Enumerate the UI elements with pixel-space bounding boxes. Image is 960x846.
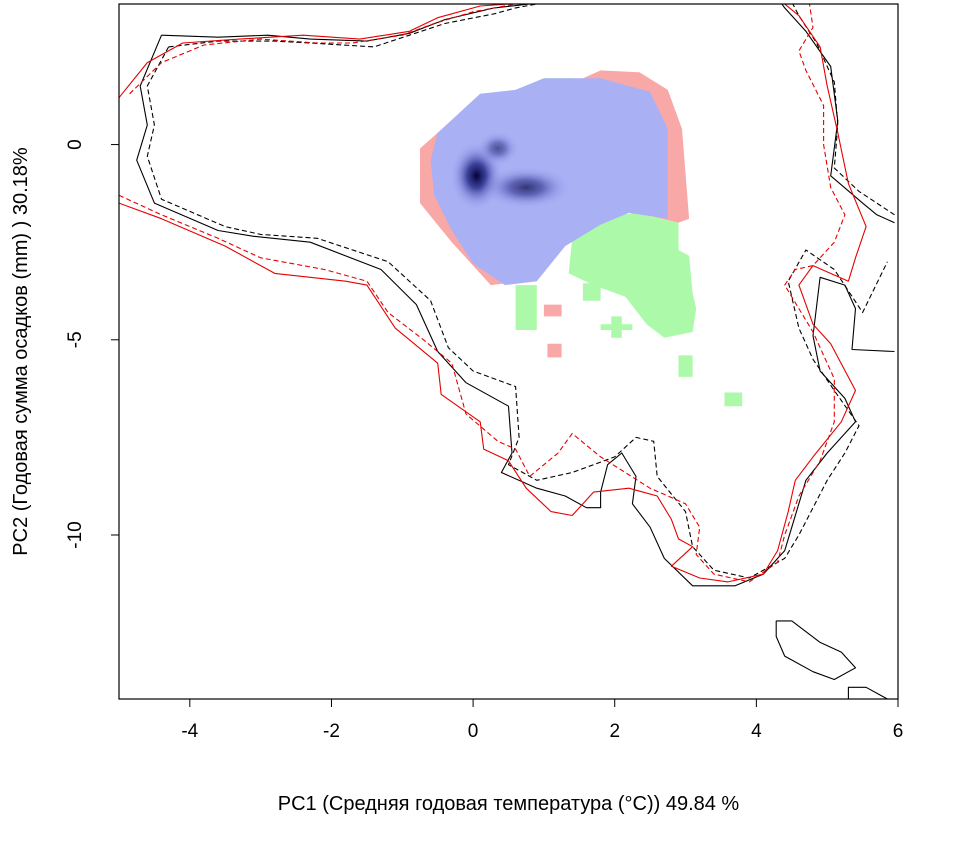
y-tick-label: -5 <box>65 331 86 348</box>
x-tick-label: 6 <box>893 721 904 742</box>
contour-layer <box>119 4 895 699</box>
y-tick-label: 0 <box>65 139 86 150</box>
x-tick-label: -4 <box>181 721 198 742</box>
y-tick-label: -10 <box>65 521 86 548</box>
x-axis-title: PC1 (Средняя годовая температура (°C)) 4… <box>278 793 740 815</box>
expansion-region <box>600 316 633 338</box>
black-dashed-contour <box>168 4 537 48</box>
x-tick-label: 0 <box>468 721 479 742</box>
red-solid-contour <box>119 4 509 99</box>
unfilling-region <box>547 343 562 358</box>
density-layer <box>449 130 573 211</box>
x-tick-label: -2 <box>323 721 340 742</box>
density-peak <box>476 130 520 167</box>
y-axis: 0 -5 -10 <box>65 139 119 549</box>
black-solid-contour <box>161 4 530 42</box>
red-dashed-contour <box>129 4 516 95</box>
black-solid-contour <box>847 686 888 699</box>
plot-frame <box>118 3 899 700</box>
x-tick-label: 2 <box>609 721 620 742</box>
red-solid-contour <box>119 4 867 583</box>
x-axis: -4 -2 0 2 4 6 <box>181 699 903 742</box>
expansion-region <box>678 355 693 377</box>
expansion-region <box>568 212 697 338</box>
expansion-region <box>515 285 537 330</box>
black-dashed-contour <box>792 4 895 216</box>
red-dashed-contour <box>119 4 846 583</box>
x-tick-label: 4 <box>751 721 762 742</box>
expansion-region <box>582 283 601 301</box>
density-peak <box>480 166 573 209</box>
y-axis-title: PC2 (Годовая сумма осадков (mm) ) 30.18% <box>10 147 32 556</box>
expansion-region <box>724 392 743 407</box>
black-dashed-contour <box>146 46 888 579</box>
black-solid-contour <box>136 34 895 587</box>
unfilling-region <box>543 304 562 317</box>
black-solid-contour <box>775 620 857 681</box>
plot-area <box>119 4 895 699</box>
